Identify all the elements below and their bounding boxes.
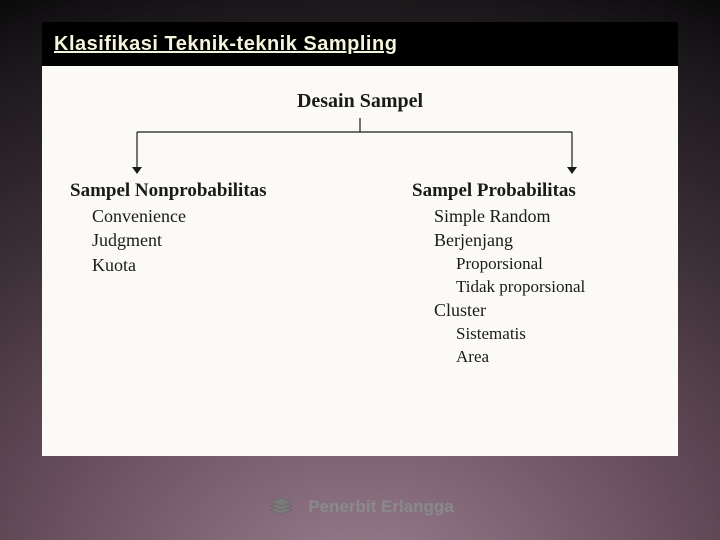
diagram-area: Desain Sampel Sampel Nonprobabilitas Con… xyxy=(42,66,678,456)
branch-left-item: Convenience xyxy=(92,204,330,228)
branch-left-item: Kuota xyxy=(92,253,330,277)
branch-right-item: Area xyxy=(456,346,672,369)
branch-right-title: Sampel Probabilitas xyxy=(412,180,672,202)
branch-right: Sampel Probabilitas Simple RandomBerjenj… xyxy=(412,180,672,369)
branch-left: Sampel Nonprobabilitas ConvenienceJudgme… xyxy=(70,180,330,277)
branch-right-item: Berjenjang xyxy=(434,228,672,252)
branch-left-title: Sampel Nonprobabilitas xyxy=(70,180,330,202)
branch-left-item: Judgment xyxy=(92,228,330,252)
branch-right-item: Tidak proporsional xyxy=(456,276,672,299)
diagram-root: Desain Sampel xyxy=(297,90,423,113)
book-stack-icon xyxy=(266,496,296,518)
branch-right-item: Simple Random xyxy=(434,204,672,228)
branch-right-item: Cluster xyxy=(434,298,672,322)
footer: Penerbit Erlangga xyxy=(266,496,453,518)
branch-right-item: Proporsional xyxy=(456,253,672,276)
title-bar: Klasifikasi Teknik-teknik Sampling xyxy=(42,22,678,66)
branch-right-item: Sistematis xyxy=(456,323,672,346)
slide-title: Klasifikasi Teknik-teknik Sampling xyxy=(54,33,397,56)
footer-text: Penerbit Erlangga xyxy=(308,497,453,517)
tree-connector xyxy=(42,114,678,184)
